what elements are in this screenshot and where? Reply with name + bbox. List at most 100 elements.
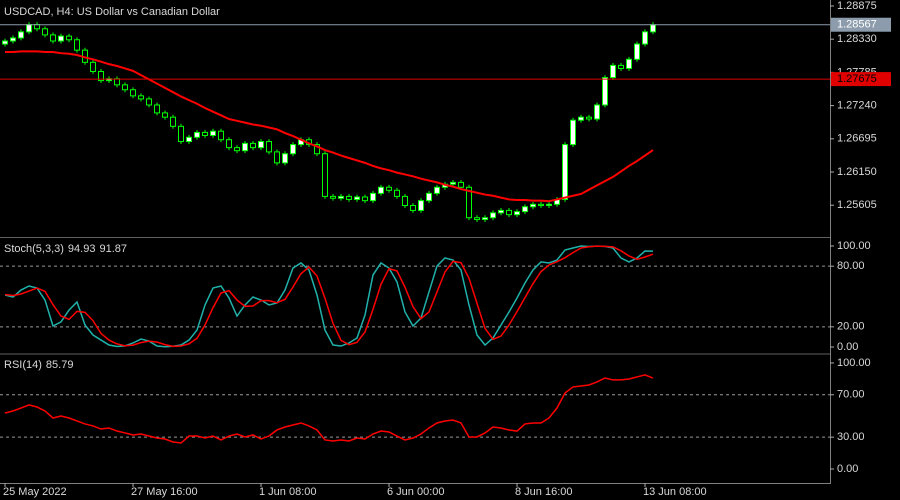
candle-body [570, 119, 576, 146]
x-tick-label: 6 Jun 00:00 [387, 486, 445, 498]
y-tick-label: 20.00 [837, 321, 865, 333]
candle-body [482, 217, 488, 221]
candle-body [426, 192, 432, 202]
candle-body [18, 31, 24, 39]
y-tick-label: 100.00 [837, 240, 871, 252]
y-tick-label: 100.00 [837, 357, 871, 369]
candle-body [362, 196, 368, 202]
candle-body [642, 31, 648, 45]
y-tick-label: 0.00 [837, 463, 858, 475]
candle-body [506, 209, 512, 216]
candle-body [514, 211, 520, 216]
candle-body [10, 37, 16, 42]
indicator-value: 85.79 [46, 359, 74, 371]
y-tick-label: 1.28330 [837, 33, 877, 45]
candle-body [42, 28, 48, 36]
y-tick-label: 1.25605 [837, 199, 877, 211]
candle-body [98, 70, 104, 82]
candle-body [394, 189, 400, 197]
x-tick-label: 13 Jun 08:00 [643, 486, 707, 498]
candle-body [162, 112, 168, 118]
candle-body [122, 84, 128, 91]
candle-body [346, 195, 352, 200]
candle-body [314, 144, 320, 155]
x-tick-label: 27 May 16:00 [131, 486, 198, 498]
candle-body [234, 147, 240, 152]
candle-body [322, 153, 328, 197]
indicator-line [4, 245, 654, 348]
candle-body [90, 61, 96, 72]
candle-body [138, 95, 144, 100]
pane-title: RSI(14) 85.79 [4, 359, 73, 371]
candle-body [210, 130, 216, 136]
candle-body [282, 153, 288, 164]
indicator-line [4, 245, 654, 348]
indicator-line [4, 374, 654, 444]
y-tick-label: 1.26150 [837, 166, 877, 178]
candle-body [530, 203, 536, 208]
candle-body [378, 186, 384, 194]
candle-body [522, 206, 528, 213]
y-tick-label: 30.00 [837, 431, 865, 443]
candle-body [250, 142, 256, 149]
candle-body [650, 24, 656, 33]
candle-body [546, 203, 552, 207]
y-tick-label: 80.00 [837, 260, 865, 272]
indicator-line [5, 50, 654, 203]
candle-body [58, 35, 64, 42]
candle-body [370, 192, 376, 202]
y-tick-label: 1.26695 [837, 133, 877, 145]
candle-body [146, 98, 152, 106]
x-tick-label: 1 Jun 08:00 [259, 486, 317, 498]
pane-title: Stoch(5,3,3) 94.93 91.87 [4, 243, 127, 255]
candle-body [498, 209, 504, 214]
candle-body [330, 195, 336, 199]
candle-body [538, 203, 544, 207]
y-tick-label: 0.00 [837, 341, 858, 353]
candle-body [586, 116, 592, 120]
candle-body [218, 130, 224, 141]
pane-title-text: RSI(14) [4, 359, 42, 371]
candle-body [258, 141, 264, 149]
candle-body [418, 200, 424, 211]
candle-body [610, 64, 616, 79]
y-tick-label: 70.00 [837, 389, 865, 401]
candle-body [74, 39, 80, 51]
candle-body [50, 34, 56, 42]
x-tick-label: 8 Jun 16:00 [515, 486, 573, 498]
candle-body [490, 212, 496, 219]
candle-body [338, 195, 344, 199]
candle-body [170, 116, 176, 127]
candle-body [154, 104, 160, 114]
candle-body [466, 186, 472, 219]
pane-title-text: Stoch(5,3,3) [4, 243, 64, 255]
candle-body [226, 139, 232, 149]
last-price-box [831, 17, 891, 32]
indicator-value: 91.87 [99, 243, 127, 255]
candle-body [410, 205, 416, 211]
candle-body [130, 89, 136, 97]
candle-body [450, 181, 456, 185]
y-tick-label: 1.28875 [837, 0, 877, 12]
candle-body [602, 77, 608, 106]
candle-body [634, 43, 640, 60]
candle-body [434, 186, 440, 194]
candle-body [594, 104, 600, 120]
indicator-value: 94.93 [68, 243, 96, 255]
candle-body [26, 24, 32, 33]
candle-body [274, 151, 280, 164]
x-tick-label: 25 May 2022 [3, 486, 67, 498]
candle-body [2, 40, 8, 45]
y-tick-label: 1.27240 [837, 100, 877, 112]
candle-body [202, 131, 208, 136]
candle-body [458, 181, 464, 188]
candle-body [194, 131, 200, 138]
pane-title: USDCAD, H4: US Dollar vs Canadian Dollar [4, 6, 220, 18]
candle-body [242, 142, 248, 152]
candle-body [66, 35, 72, 41]
candle-body [186, 136, 192, 143]
candle-body [626, 58, 632, 69]
pane-title-text: USDCAD, H4: US Dollar vs Canadian Dollar [4, 6, 220, 18]
